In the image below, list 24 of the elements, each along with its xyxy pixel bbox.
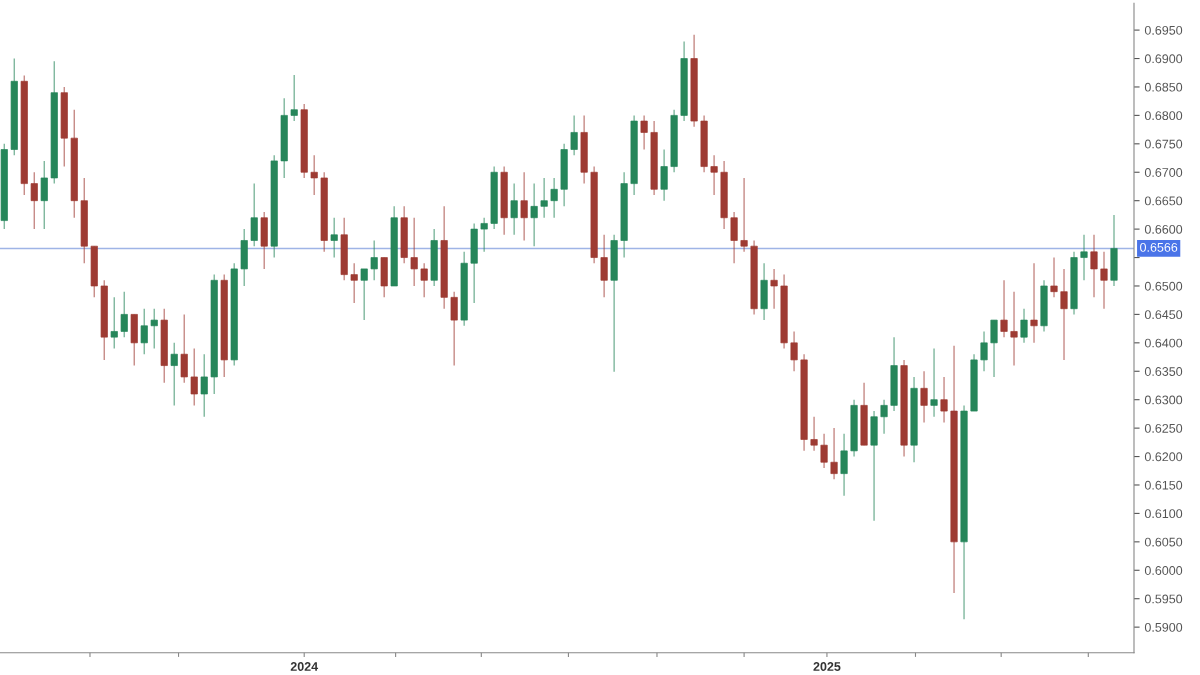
- y-tick-label: 0.6600: [1144, 224, 1183, 234]
- x-tick-label: 2025: [813, 662, 841, 671]
- y-tick-label: 0.6150: [1144, 480, 1183, 490]
- y-tick-label: 0.6900: [1144, 54, 1183, 64]
- ref-line-label: 0.6566: [1140, 242, 1178, 252]
- y-tick-label: 0.5950: [1144, 594, 1183, 604]
- y-tick-label: 0.6850: [1144, 82, 1183, 92]
- y-tick-label: 0.6450: [1144, 310, 1183, 320]
- y-tick-label: 0.5900: [1144, 622, 1183, 632]
- y-tick-label: 0.6100: [1144, 509, 1183, 519]
- y-tick-label: 0.6500: [1144, 281, 1183, 291]
- y-tick-label: 0.6200: [1144, 452, 1183, 462]
- y-tick-label: 0.6250: [1144, 423, 1183, 433]
- y-tick-label: 0.6400: [1144, 338, 1183, 348]
- y-tick-label: 0.6000: [1144, 566, 1183, 575]
- y-tick-label: 0.6650: [1144, 196, 1183, 206]
- y-tick-label: 0.6800: [1144, 111, 1183, 121]
- y-tick-label: 0.6050: [1144, 537, 1183, 547]
- x-tick-label: 2024: [290, 662, 319, 671]
- y-tick-label: 0.6700: [1144, 168, 1183, 177]
- y-tick-label: 0.6350: [1144, 367, 1183, 376]
- y-tick-label: 0.6750: [1144, 139, 1183, 149]
- y-tick-label: 0.6300: [1144, 395, 1183, 405]
- y-tick-label: 0.6950: [1144, 25, 1183, 35]
